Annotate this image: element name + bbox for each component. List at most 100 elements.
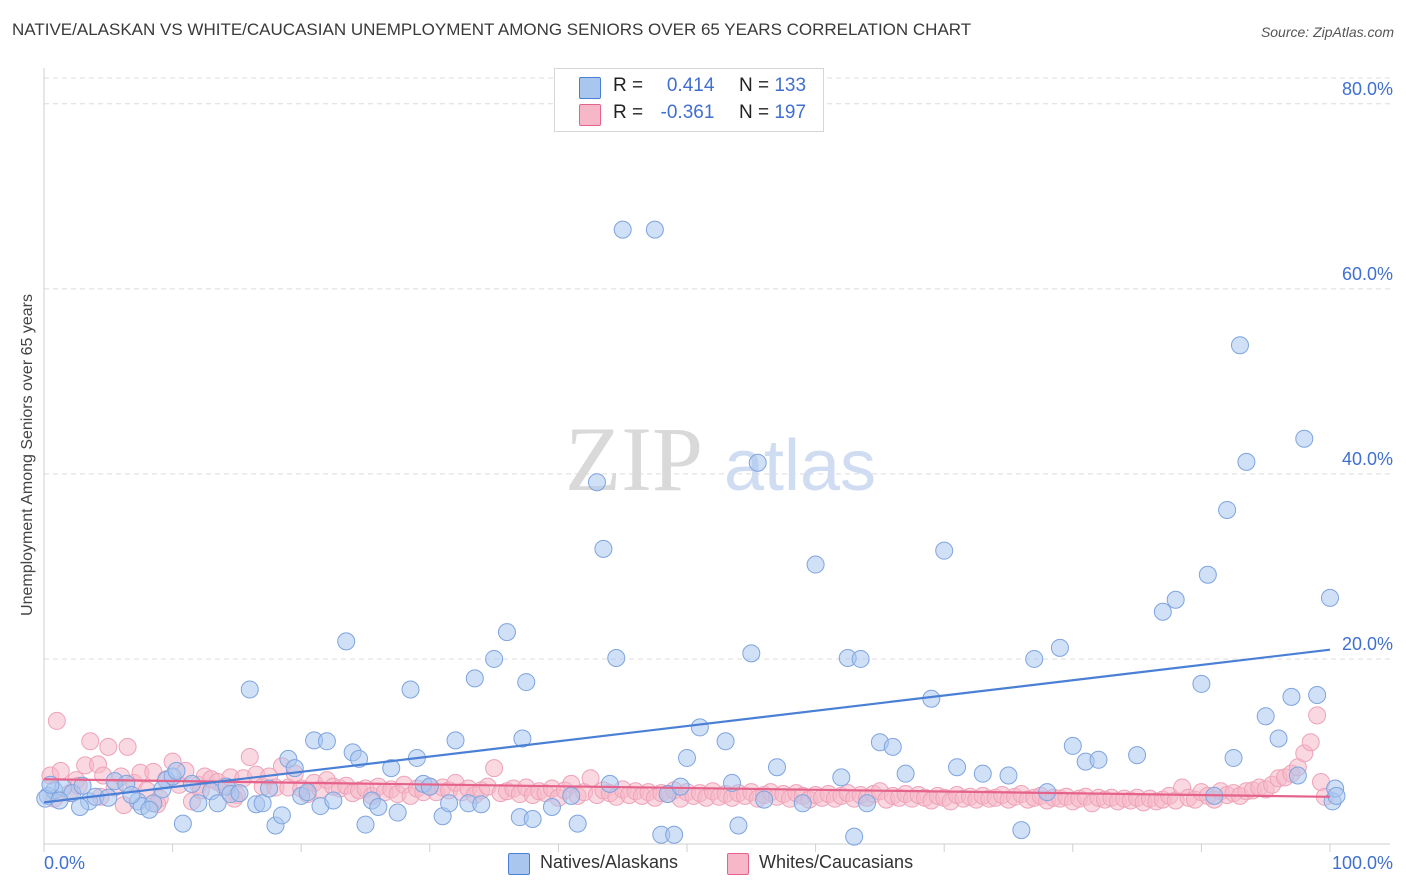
native-alaskan-point (845, 827, 864, 846)
native-alaskan-point (317, 732, 336, 751)
native-alaskan-point (356, 815, 375, 834)
native-alaskan-point (1295, 429, 1314, 448)
bottom-legend-swatch-whites (727, 853, 749, 875)
white-caucasian-point (1308, 706, 1327, 725)
native-alaskan-point (851, 649, 870, 668)
legend-r-label: R = (613, 102, 644, 123)
white-caucasian-point (81, 732, 100, 751)
native-alaskan-point (542, 797, 561, 816)
native-alaskan-point (272, 806, 291, 825)
native-alaskan-point (1128, 746, 1147, 765)
tick-labels: 20.0% 40.0% 60.0% 80.0% 0.0% 100.0% (44, 79, 1393, 873)
native-alaskan-point (999, 766, 1018, 785)
white-caucasian-point (99, 737, 118, 756)
native-alaskan-point (1025, 649, 1044, 668)
legend-r-label: R = (613, 75, 644, 96)
legend-swatch-whites (579, 104, 601, 126)
native-alaskan-point (1269, 729, 1288, 748)
native-alaskan-point (806, 555, 825, 574)
native-alaskan-point (167, 761, 186, 780)
native-alaskan-point (1230, 336, 1249, 355)
native-alaskan-point (1224, 748, 1243, 767)
white-caucasian-point (51, 761, 70, 780)
native-alaskan-point (600, 774, 619, 793)
trend-lines (43, 648, 1331, 804)
native-alaskan-point (742, 644, 761, 663)
native-alaskan-point (665, 825, 684, 844)
native-alaskan-point (1153, 602, 1172, 621)
native-alaskan-point (587, 473, 606, 492)
native-alaskan-point (350, 749, 369, 768)
native-alaskan-point (1192, 674, 1211, 693)
watermark-zip: ZIP (565, 408, 703, 510)
white-caucasian-point (1301, 733, 1320, 752)
native-alaskan-point (298, 783, 317, 802)
native-alaskan-point (1063, 736, 1082, 755)
native-alaskan-point (1327, 786, 1346, 805)
legend-r-value-whites: -0.361 (660, 102, 715, 123)
chart-title: NATIVE/ALASKAN VS WHITE/CAUCASIAN UNEMPL… (12, 20, 972, 39)
native-alaskan-point (420, 777, 439, 796)
native-alaskan-point (1218, 500, 1237, 519)
native-alaskan-point (99, 788, 118, 807)
native-alaskan-point (613, 220, 632, 239)
native-alaskan-point (517, 673, 536, 692)
source-credit: Source: ZipAtlas.com (1260, 24, 1394, 40)
watermark-atlas: atlas (724, 426, 876, 506)
native-alaskan-point (607, 649, 626, 668)
white-caucasian-point (240, 748, 259, 767)
y-tick-label: 60.0% (1342, 264, 1393, 284)
native-alaskan-point (440, 794, 459, 813)
y-tick-label: 40.0% (1342, 449, 1393, 469)
native-alaskan-point (1050, 638, 1069, 657)
native-alaskan-point (189, 794, 208, 813)
x-tick-label-max: 100.0% (1332, 853, 1393, 873)
axes (43, 68, 1390, 852)
native-alaskan-point (896, 764, 915, 783)
native-alaskan-point (748, 453, 767, 472)
native-alaskan-point (1288, 766, 1307, 785)
native-alaskan-point (523, 810, 542, 829)
native-alaskan-point (337, 632, 356, 651)
white-caucasian-point (485, 759, 504, 778)
white-caucasian-point (118, 737, 137, 756)
bottom-legend-swatch-natives (508, 853, 530, 875)
native-alaskan-point (1237, 452, 1256, 471)
native-alaskan-point (768, 758, 787, 777)
watermark: ZIP atlas (565, 408, 876, 510)
native-alaskan-point (173, 814, 192, 833)
legend-swatch-natives (579, 77, 601, 99)
native-alaskan-point (472, 795, 491, 814)
native-alaskan-point (562, 786, 581, 805)
legend-n-value-whites: 197 (774, 102, 807, 123)
native-alaskan-point (1308, 686, 1327, 705)
native-alaskan-point (388, 803, 407, 822)
legend-n-value-natives: 133 (774, 75, 807, 96)
native-alaskan-point (260, 779, 279, 798)
native-alaskan-point (1256, 707, 1275, 726)
native-alaskan-point (1321, 588, 1339, 607)
x-tick-label-min: 0.0% (44, 853, 85, 873)
native-alaskan-point (253, 794, 272, 813)
y-axis-label: Unemployment Among Seniors over 65 years (19, 294, 36, 616)
bottom-legend-label-natives: Natives/Alaskans (540, 852, 679, 872)
white-caucasian-point (47, 711, 66, 730)
native-alaskan-point (793, 794, 812, 813)
native-alaskan-point (1198, 565, 1217, 584)
native-alaskan-point (1012, 821, 1031, 840)
native-alaskan-point (208, 794, 227, 813)
native-alaskan-point (1166, 590, 1185, 609)
native-alaskan-point (369, 797, 388, 816)
bottom-legend-label-whites: Whites/Caucasians (759, 852, 914, 872)
native-alaskan-point (645, 220, 664, 239)
native-alaskan-point (973, 764, 992, 783)
native-alaskan-point (948, 758, 967, 777)
native-alaskan-point (832, 768, 851, 787)
native-alaskan-point (690, 718, 709, 737)
white-caucasian-point (581, 769, 600, 788)
grid-lines (44, 77, 1390, 660)
native-alaskan-point (883, 737, 902, 756)
native-alaskan-point (446, 731, 465, 750)
native-alaskan-point (1089, 750, 1108, 769)
